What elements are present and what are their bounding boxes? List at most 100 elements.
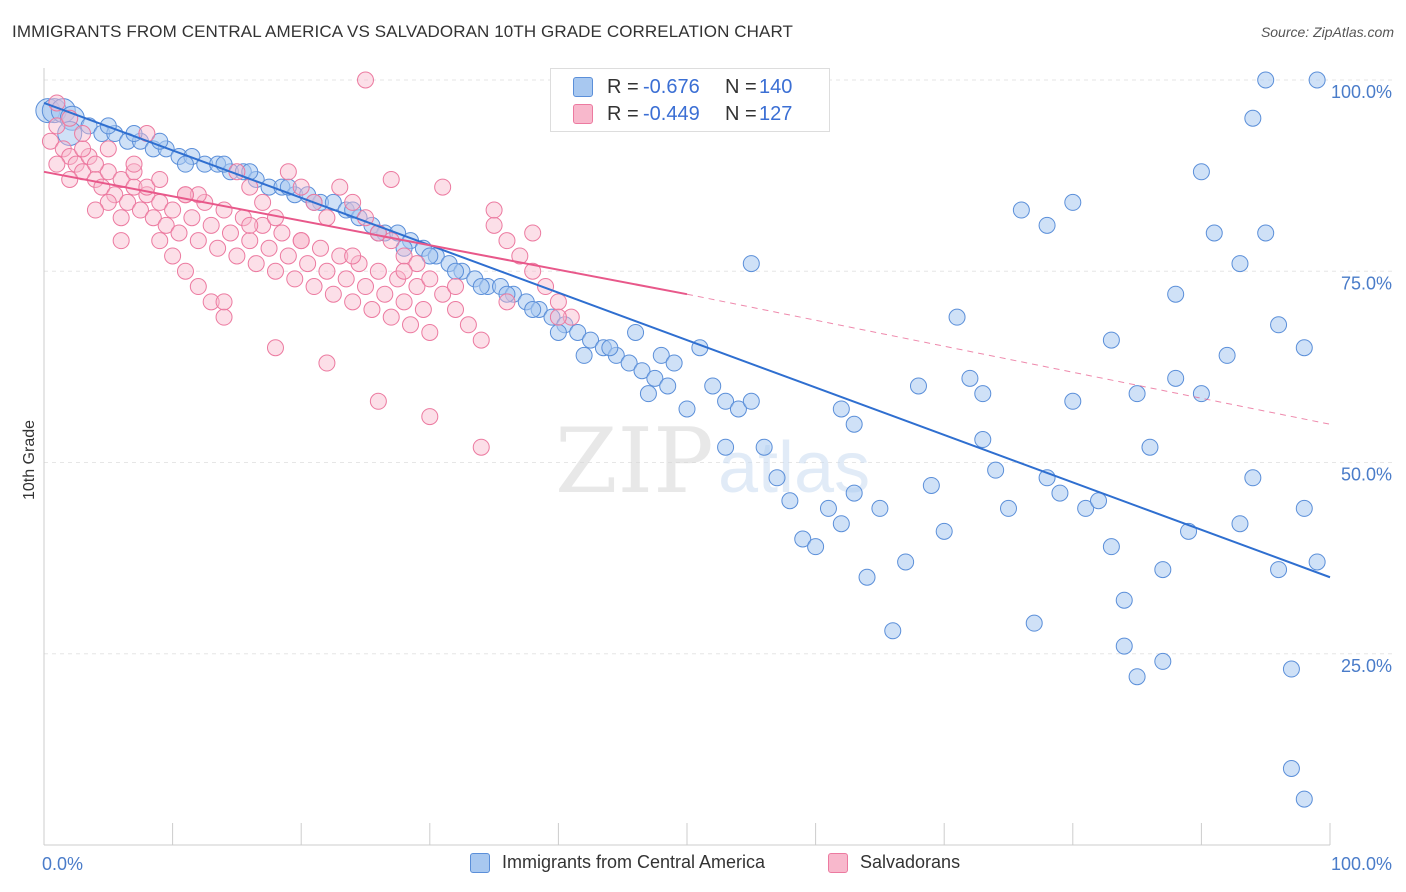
data-point-immigrants [665, 354, 683, 372]
data-point-immigrants [897, 553, 915, 571]
data-point-immigrants [1295, 339, 1313, 357]
legend-r-value: -0.449 [643, 102, 700, 125]
data-point-salvadorans [498, 293, 516, 311]
data-point-salvadorans [447, 301, 465, 318]
data-point-salvadorans [119, 193, 137, 211]
source-credit: Source: ZipAtlas.com [1260, 24, 1394, 40]
data-point-immigrants [974, 431, 992, 449]
data-point-salvadorans [447, 278, 465, 296]
data-point-salvadorans [382, 232, 400, 250]
data-point-immigrants [987, 461, 1005, 479]
data-point-immigrants [1115, 591, 1133, 609]
data-point-immigrants [871, 499, 889, 517]
data-point-salvadorans [369, 262, 387, 280]
data-point-immigrants [845, 415, 863, 433]
data-point-immigrants [974, 385, 992, 403]
data-point-immigrants [659, 377, 677, 395]
data-point-immigrants [1128, 668, 1146, 686]
data-point-salvadorans [189, 186, 207, 204]
data-point-immigrants [575, 346, 593, 364]
data-point-immigrants [909, 377, 927, 395]
watermark-zip: ZIP [555, 409, 714, 514]
data-point-salvadorans [305, 278, 323, 296]
data-point-salvadorans [524, 224, 542, 242]
trend-lines [43, 102, 1331, 579]
data-point-immigrants [768, 469, 786, 487]
legend-r-label: R = [607, 75, 639, 98]
data-point-salvadorans [402, 316, 420, 334]
data-point-salvadorans [99, 140, 117, 158]
data-point-immigrants [1167, 369, 1185, 387]
data-point-immigrants [582, 331, 600, 349]
data-point-salvadorans [292, 232, 310, 250]
data-point-immigrants [729, 400, 747, 418]
data-point-salvadorans [395, 293, 413, 311]
legend-r-value: -0.676 [643, 75, 700, 98]
data-point-salvadorans [511, 247, 529, 265]
data-point-immigrants [1154, 652, 1172, 670]
series-salvadorans-points [41, 71, 580, 456]
data-point-immigrants [948, 308, 966, 326]
data-point-salvadorans [459, 316, 477, 334]
data-point-immigrants [961, 369, 979, 387]
data-point-salvadorans [215, 308, 233, 326]
legend-row-salvadorans: R = -0.449 N = 127 [573, 101, 792, 127]
data-point-immigrants [176, 155, 194, 173]
data-point-salvadorans [279, 163, 297, 181]
data-point-immigrants [421, 247, 439, 265]
data-point-salvadorans [99, 163, 117, 181]
data-point-salvadorans [331, 178, 349, 196]
data-point-immigrants [1282, 660, 1300, 678]
data-point-immigrants [1000, 499, 1017, 517]
legend-item-salvadorans: Salvadorans [828, 852, 960, 873]
x-tick-label: 0.0% [42, 854, 83, 874]
series-legend: Immigrants from Central America Salvador… [0, 852, 1406, 878]
data-point-immigrants [845, 484, 863, 502]
data-point-salvadorans [395, 262, 413, 280]
data-point-salvadorans [266, 262, 284, 280]
data-point-salvadorans [472, 331, 490, 349]
legend-swatch-pink [828, 852, 848, 873]
data-point-immigrants [1077, 499, 1095, 517]
data-point-immigrants [1295, 499, 1313, 517]
data-point-immigrants [1154, 561, 1172, 579]
y-axis-label: 10th Grade [21, 420, 38, 500]
data-point-salvadorans [311, 239, 329, 257]
data-point-immigrants [1270, 316, 1288, 334]
data-point-immigrants [1064, 193, 1082, 211]
data-point-immigrants [1090, 492, 1108, 510]
stats-legend: R = -0.676 N = 140 R = -0.449 N = 127 [550, 68, 830, 132]
legend-row-immigrants: R = -0.676 N = 140 [573, 74, 792, 100]
legend-label-salvadorans: Salvadorans [860, 852, 961, 872]
data-point-immigrants [1295, 790, 1313, 808]
data-point-salvadorans [170, 224, 188, 242]
legend-label-immigrants: Immigrants from Central America [502, 852, 766, 872]
data-point-salvadorans [228, 247, 246, 265]
data-point-immigrants [627, 323, 645, 341]
legend-swatch-pink [573, 104, 593, 124]
data-point-immigrants [1051, 484, 1069, 502]
data-point-immigrants [1257, 224, 1275, 242]
data-point-immigrants [1308, 553, 1326, 571]
data-point-immigrants [1244, 469, 1262, 487]
data-point-immigrants [922, 476, 940, 494]
x-tick-label: 100.0% [1331, 854, 1392, 874]
data-point-salvadorans [421, 270, 439, 288]
data-point-salvadorans [41, 132, 59, 150]
data-point-salvadorans [164, 201, 182, 219]
data-point-immigrants [742, 255, 760, 273]
data-point-salvadorans [472, 438, 490, 456]
data-point-salvadorans [395, 247, 413, 265]
data-point-salvadorans [112, 232, 130, 250]
data-point-immigrants [819, 499, 837, 517]
data-point-immigrants [1064, 392, 1082, 410]
data-point-salvadorans [549, 293, 567, 311]
data-point-salvadorans [74, 125, 92, 143]
data-point-immigrants [1192, 163, 1210, 181]
data-point-salvadorans [549, 308, 567, 326]
data-point-immigrants [1231, 515, 1249, 533]
data-point-salvadorans [357, 278, 374, 296]
data-point-immigrants [1102, 538, 1120, 556]
data-point-immigrants [646, 369, 664, 387]
